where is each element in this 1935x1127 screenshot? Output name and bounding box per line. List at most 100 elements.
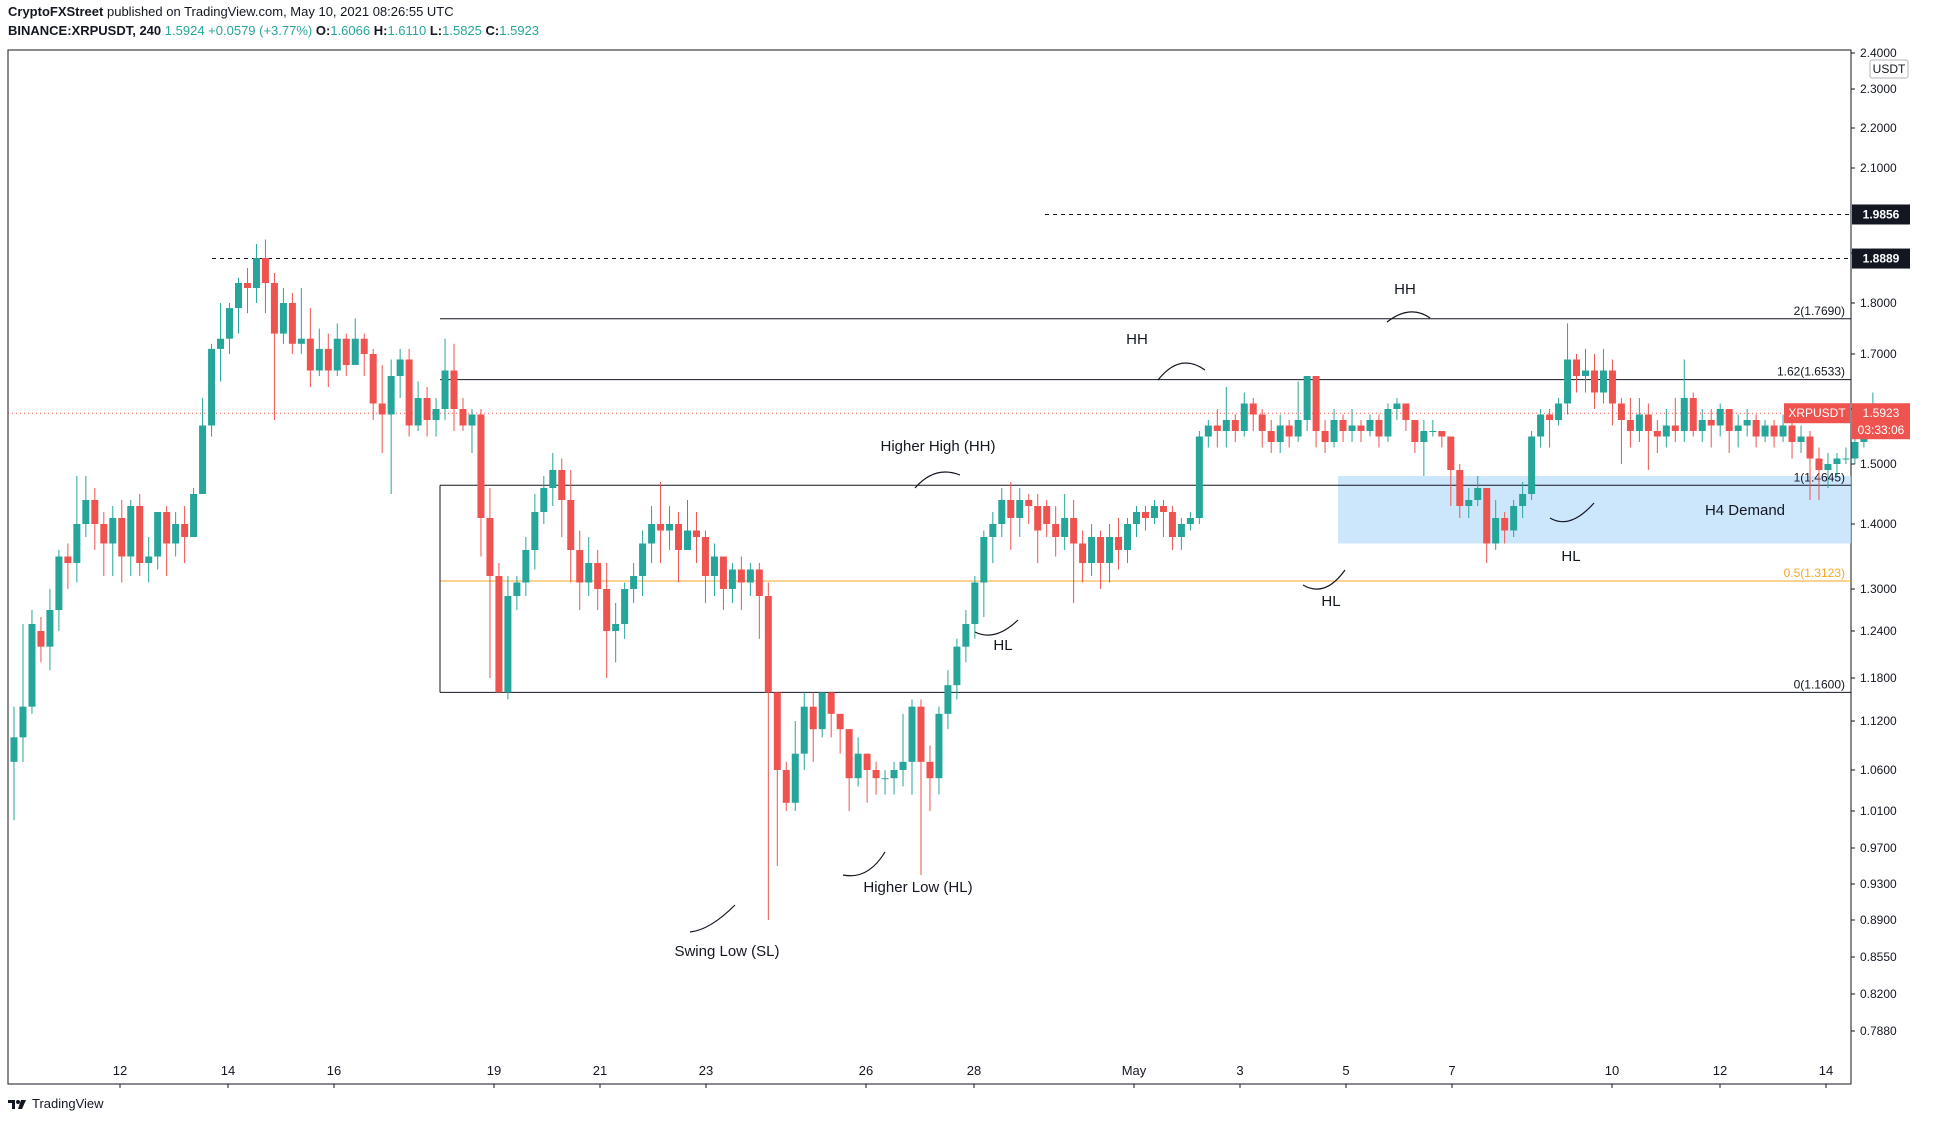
y-tick-label: 1.3000 bbox=[1860, 582, 1897, 596]
y-tick-label: 1.1800 bbox=[1860, 671, 1897, 685]
candle bbox=[1653, 420, 1661, 453]
candle-body bbox=[737, 569, 745, 583]
candle-body bbox=[1582, 370, 1589, 376]
candle bbox=[1519, 482, 1527, 518]
high-label: H: bbox=[373, 23, 388, 38]
candle-body bbox=[270, 283, 278, 334]
candle bbox=[73, 476, 81, 583]
ohlc-line: BINANCE:XRPUSDT, 240 1.5924 +0.0579 (+3.… bbox=[8, 23, 539, 38]
fib-level-label: 2(1.7690) bbox=[1794, 304, 1845, 318]
candle bbox=[1680, 359, 1688, 442]
last-price: 1.5924 bbox=[164, 23, 205, 38]
candle-body bbox=[486, 518, 494, 576]
candle bbox=[1617, 398, 1625, 464]
candle-body bbox=[450, 370, 458, 409]
footer-brand[interactable]: TradingView bbox=[8, 1096, 104, 1111]
candle bbox=[1752, 414, 1760, 448]
candle bbox=[1303, 376, 1311, 431]
candle-body bbox=[1007, 500, 1015, 518]
candle-body bbox=[10, 737, 18, 762]
candle bbox=[1097, 530, 1105, 589]
candle-body bbox=[459, 409, 467, 426]
candle bbox=[1492, 500, 1500, 550]
swing-annotation: HH bbox=[1394, 281, 1416, 298]
candle bbox=[1528, 431, 1536, 500]
candle bbox=[1141, 506, 1149, 531]
candle-body bbox=[773, 692, 781, 770]
candle-body bbox=[190, 494, 198, 537]
candle-body bbox=[1402, 403, 1410, 420]
candle-body bbox=[558, 470, 566, 500]
candle bbox=[755, 563, 763, 639]
candle bbox=[836, 713, 844, 754]
candle bbox=[737, 556, 745, 610]
y-tick-label: 1.0600 bbox=[1860, 763, 1897, 777]
candle-body bbox=[1797, 436, 1805, 442]
y-tick-label: 1.1200 bbox=[1860, 714, 1897, 728]
candle bbox=[1815, 447, 1823, 500]
current-price-label: 1.5923 bbox=[1863, 406, 1900, 420]
candle-body bbox=[1573, 359, 1581, 376]
price-axis: 2.40002.30002.20002.10001.90001.80001.70… bbox=[1851, 46, 1909, 1038]
current-price-bg bbox=[1852, 403, 1910, 440]
candle-body bbox=[369, 354, 377, 404]
candle-body bbox=[1115, 537, 1123, 550]
candle bbox=[531, 494, 539, 570]
candle-body bbox=[306, 338, 314, 371]
candle bbox=[486, 488, 494, 678]
time-axis: 12 14 16 19 21 23 26 28 May 3 5 7 10 12 14 bbox=[113, 1063, 1833, 1088]
candle-body bbox=[953, 646, 961, 686]
candle-body bbox=[890, 770, 898, 779]
y-tick-label: 0.8200 bbox=[1860, 987, 1897, 1001]
candle-body bbox=[1483, 488, 1491, 544]
candle-body bbox=[989, 524, 997, 537]
candle bbox=[163, 506, 171, 576]
currency-box: USDT bbox=[1869, 59, 1909, 79]
candle-body bbox=[1662, 425, 1670, 437]
candle bbox=[854, 737, 862, 787]
candle-body bbox=[1761, 425, 1769, 437]
close-value: 1.5923 bbox=[499, 23, 540, 38]
candle bbox=[1411, 420, 1419, 453]
candle-body bbox=[1806, 436, 1814, 459]
candle-body bbox=[1204, 425, 1212, 437]
symbol-label[interactable]: BINANCE:XRPUSDT, 240 bbox=[8, 23, 162, 38]
candle bbox=[863, 753, 871, 803]
candle-body bbox=[944, 685, 952, 714]
candle-body bbox=[1195, 436, 1203, 518]
candle-body bbox=[1124, 524, 1132, 550]
candle-body bbox=[405, 359, 413, 426]
candle bbox=[746, 563, 754, 596]
candle bbox=[630, 563, 638, 603]
candle bbox=[91, 488, 99, 550]
candle bbox=[971, 576, 979, 639]
candle bbox=[1582, 348, 1589, 393]
candle-body bbox=[1743, 420, 1751, 426]
candle-body bbox=[172, 524, 180, 544]
candle bbox=[1465, 488, 1473, 518]
candle bbox=[1258, 409, 1266, 448]
candle-body bbox=[163, 512, 171, 544]
candle bbox=[710, 543, 718, 596]
candle-body bbox=[1438, 431, 1446, 437]
candle bbox=[1007, 482, 1015, 550]
candle bbox=[64, 543, 72, 589]
price-tag-label: 1.8889 bbox=[1863, 252, 1900, 266]
candle-body bbox=[1599, 370, 1607, 393]
candle bbox=[1599, 348, 1607, 404]
candle bbox=[800, 692, 808, 770]
candle-body bbox=[351, 338, 359, 365]
candle bbox=[809, 692, 817, 762]
candle bbox=[369, 348, 377, 420]
fib-level-label: 0.5(1.3123) bbox=[1784, 566, 1845, 580]
publisher-name[interactable]: CryptoFXStreet bbox=[8, 4, 104, 19]
candle-body bbox=[423, 398, 431, 420]
candle bbox=[1698, 409, 1706, 442]
candle bbox=[1016, 488, 1024, 537]
candle-body bbox=[630, 576, 638, 589]
low-value: 1.5825 bbox=[442, 23, 482, 38]
candle bbox=[1797, 425, 1805, 453]
candle bbox=[845, 729, 853, 811]
annotations-layer: Swing Low (SL) Higher Low (HL) Higher High… bbox=[674, 281, 1595, 960]
